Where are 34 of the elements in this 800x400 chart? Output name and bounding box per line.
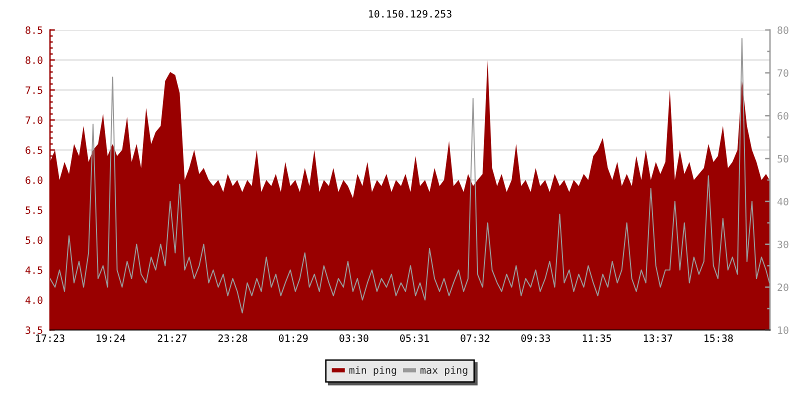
y-tick-label: 5.5: [26, 206, 42, 214]
y2-tick-label: 30: [778, 240, 788, 248]
x-tick-label: 07:32: [460, 334, 490, 342]
x-tick-label: 01:29: [278, 334, 308, 342]
x-tick-label: 05:31: [400, 334, 429, 342]
x-tick-label: 09:33: [521, 334, 550, 342]
y2-tick-label: 50: [778, 154, 788, 163]
y-tick-label: 6.5: [26, 146, 42, 154]
x-tick-label: 19:24: [96, 334, 126, 342]
y2-tick-label: 40: [777, 198, 788, 206]
y2-tick-label: 60: [778, 112, 788, 120]
y2-tick-label: 70: [778, 69, 788, 77]
y2-tick-label: 10: [778, 326, 788, 334]
x-tick-label: 23:28: [218, 334, 248, 342]
y-tick-label: 7.0: [26, 116, 42, 124]
y-tick-label: 8.5: [26, 26, 42, 34]
y-tick-label: 6.0: [26, 176, 42, 184]
y-tick-label: 4.5: [25, 266, 42, 274]
x-tick-label: 15:38: [704, 334, 733, 342]
y2-tick-label: 80: [778, 26, 788, 34]
chart-title: 10.150.129.253: [369, 10, 452, 18]
y-tick-label: 8.0: [26, 56, 42, 64]
x-tick-label: 13:37: [644, 334, 672, 342]
legend-label: min ping: [349, 366, 396, 376]
x-tick-label: 21:27: [158, 334, 186, 342]
x-tick-label: 11:35: [582, 334, 612, 342]
y-tick-label: 3.5: [26, 326, 42, 334]
legend-label: max ping: [420, 366, 468, 376]
x-tick-label: 03:30: [340, 334, 368, 342]
y-tick-label: 5.0: [26, 236, 42, 244]
x-tick-label: 17:23: [36, 334, 64, 342]
y-tick-label: 7.5: [26, 86, 42, 94]
y2-tick-label: 20: [778, 284, 788, 292]
y-tick-label: 4.0: [25, 296, 42, 304]
